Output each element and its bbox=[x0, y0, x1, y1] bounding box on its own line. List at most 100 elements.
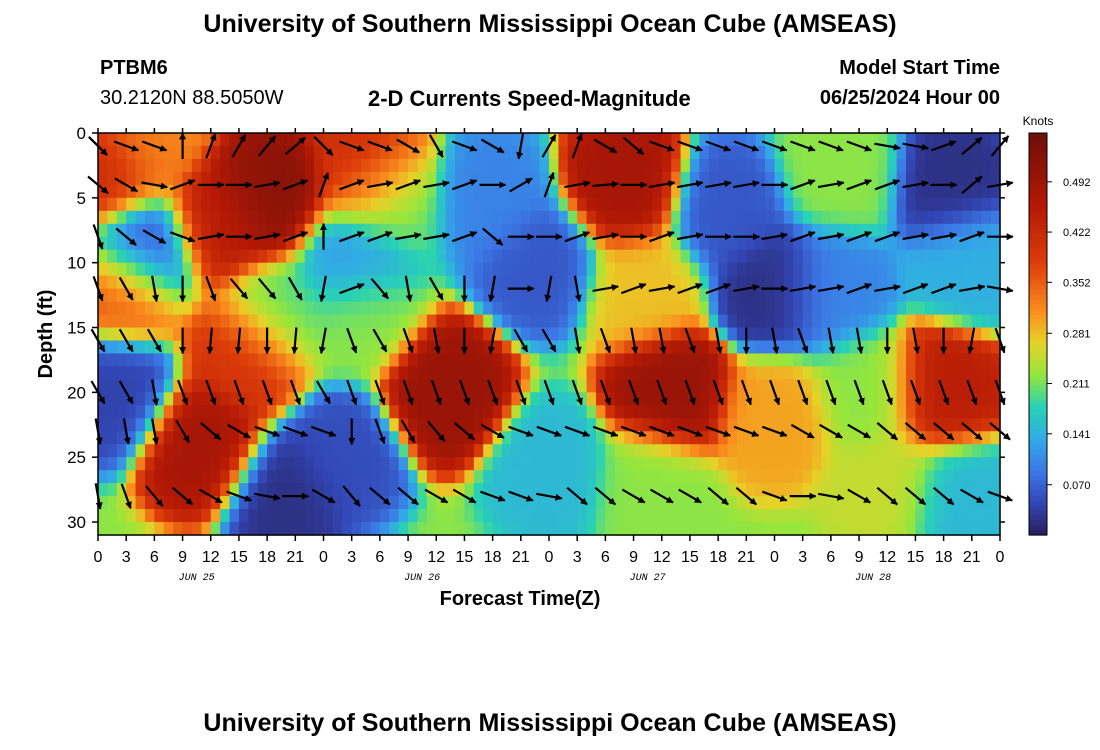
heat-cell bbox=[953, 340, 964, 355]
heat-cell bbox=[718, 444, 729, 458]
heat-cell bbox=[821, 496, 832, 510]
heat-cell bbox=[464, 288, 475, 303]
current-arrow bbox=[677, 283, 703, 295]
heat-cell bbox=[267, 418, 278, 432]
heat-cell bbox=[595, 379, 606, 393]
heat-cell bbox=[765, 236, 776, 251]
heat-cell bbox=[680, 314, 691, 329]
heat-cell bbox=[210, 262, 221, 277]
current-arrow bbox=[658, 327, 667, 354]
heat-cell bbox=[332, 288, 343, 303]
heat-cell bbox=[586, 509, 597, 523]
heat-cell bbox=[98, 197, 108, 212]
heat-cell bbox=[971, 457, 982, 471]
heat-cell bbox=[906, 405, 917, 419]
heat-cell bbox=[708, 171, 719, 186]
heat-cell bbox=[953, 405, 964, 419]
heat-cell bbox=[849, 392, 860, 406]
heat-cell bbox=[135, 262, 146, 277]
heat-cell bbox=[361, 262, 372, 277]
heat-cell bbox=[520, 353, 531, 368]
heat-cell bbox=[220, 145, 231, 160]
heat-cell bbox=[182, 301, 193, 316]
heat-cell bbox=[802, 210, 813, 225]
heat-cell bbox=[426, 197, 437, 212]
current-arrow bbox=[967, 327, 976, 354]
heat-cell bbox=[107, 366, 118, 380]
heat-cell bbox=[614, 366, 625, 380]
heat-cell bbox=[276, 145, 287, 160]
heat-cell bbox=[154, 158, 165, 173]
heat-cell bbox=[351, 184, 362, 199]
heat-cell bbox=[990, 210, 1001, 225]
heat-cell bbox=[624, 197, 635, 212]
heat-cell bbox=[539, 133, 550, 147]
heat-cell bbox=[98, 210, 108, 225]
heat-cell bbox=[793, 275, 804, 290]
heat-cell bbox=[154, 249, 165, 264]
heat-cell bbox=[971, 275, 982, 290]
heat-cell bbox=[708, 236, 719, 251]
heat-cell bbox=[812, 340, 823, 355]
heat-cell bbox=[793, 483, 804, 497]
heat-cell bbox=[689, 353, 700, 368]
heat-cell bbox=[473, 470, 484, 484]
heat-cell bbox=[962, 457, 973, 471]
heat-cell bbox=[464, 158, 475, 173]
heat-cell bbox=[191, 133, 202, 147]
heat-cell bbox=[520, 223, 531, 238]
heat-cell bbox=[887, 133, 898, 147]
heat-cell bbox=[652, 483, 663, 497]
heat-cell bbox=[285, 249, 296, 264]
heat-cell bbox=[774, 145, 785, 160]
heat-cell bbox=[257, 288, 268, 303]
heat-cell bbox=[530, 236, 541, 251]
heat-cell bbox=[774, 158, 785, 173]
heat-cell bbox=[191, 171, 202, 186]
heat-cell bbox=[370, 301, 381, 316]
heat-cell bbox=[492, 418, 503, 432]
heat-cell bbox=[295, 509, 306, 523]
heat-cell bbox=[295, 483, 306, 497]
heat-cell bbox=[267, 210, 278, 225]
heat-cell bbox=[445, 522, 456, 536]
colorbar-segment bbox=[1029, 524, 1047, 531]
heat-cell bbox=[934, 236, 945, 251]
heat-cell bbox=[436, 327, 447, 342]
heat-cell bbox=[549, 483, 559, 497]
heat-cell bbox=[680, 444, 691, 458]
heat-cell bbox=[953, 327, 964, 342]
heat-cell bbox=[473, 340, 484, 355]
heat-cell bbox=[567, 158, 578, 173]
heat-cell bbox=[436, 236, 447, 251]
heat-cell bbox=[144, 444, 155, 458]
x-tick-label: 21 bbox=[286, 549, 304, 566]
heat-cell bbox=[304, 379, 315, 393]
heat-cell bbox=[417, 509, 428, 523]
heat-cell bbox=[802, 223, 813, 238]
heat-cell bbox=[530, 158, 541, 173]
heat-cell bbox=[530, 444, 541, 458]
heat-cell bbox=[135, 184, 146, 199]
current-arrow bbox=[311, 488, 336, 504]
current-arrow bbox=[649, 425, 675, 437]
heat-cell bbox=[389, 275, 400, 290]
heat-cell bbox=[812, 509, 823, 523]
heat-cell bbox=[520, 275, 531, 290]
heat-cell bbox=[191, 262, 202, 277]
heat-cell bbox=[220, 522, 231, 536]
heat-cell bbox=[116, 392, 127, 406]
heat-cell bbox=[783, 444, 794, 458]
heat-cell bbox=[558, 379, 569, 393]
heat-cell bbox=[924, 392, 935, 406]
heat-cell bbox=[530, 210, 541, 225]
heat-cell bbox=[464, 133, 475, 147]
heat-cell bbox=[765, 314, 776, 329]
heat-cell bbox=[520, 197, 531, 212]
current-arrow bbox=[931, 140, 957, 152]
heat-cell bbox=[323, 236, 334, 251]
heat-cell bbox=[455, 301, 466, 316]
heat-cell bbox=[859, 145, 870, 160]
bottom-title: University of Southern Mississippi Ocean… bbox=[203, 709, 897, 737]
heat-cell bbox=[295, 470, 306, 484]
